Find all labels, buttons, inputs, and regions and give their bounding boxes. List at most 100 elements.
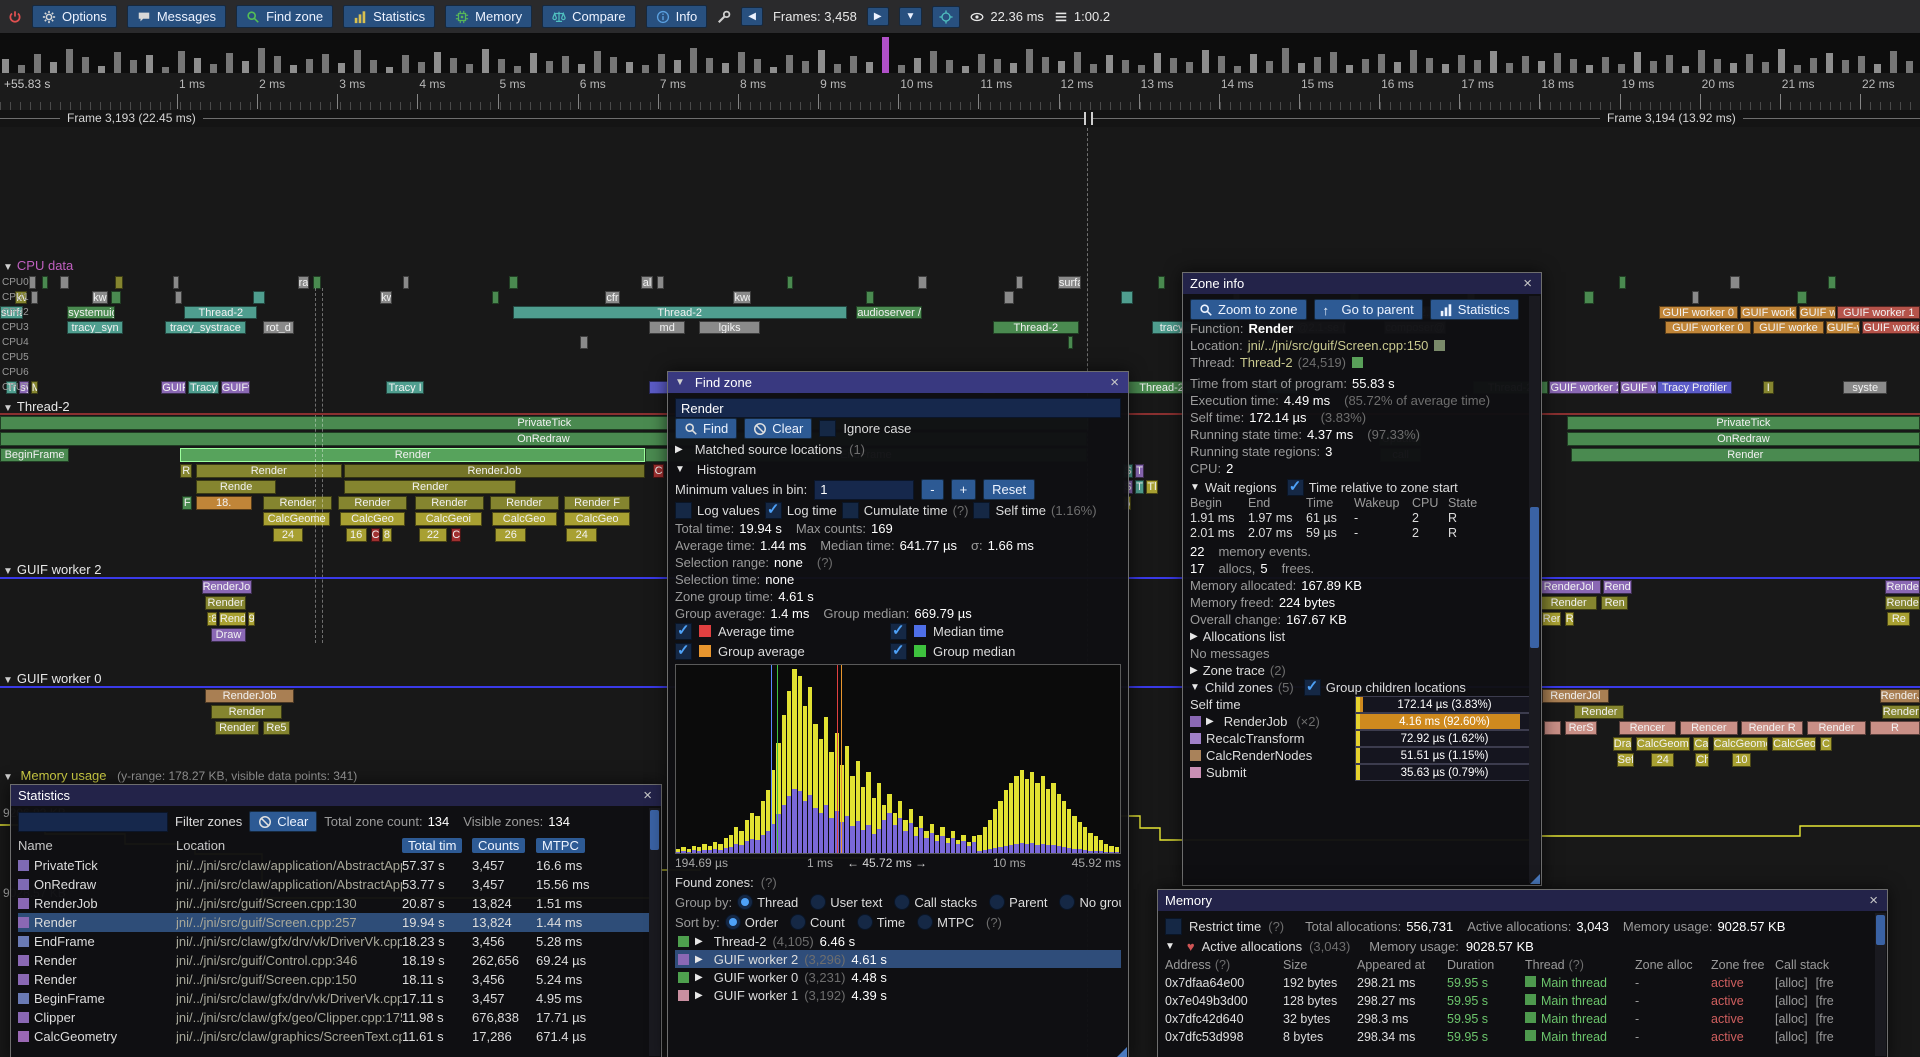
- close-icon[interactable]: ×: [1108, 375, 1121, 390]
- zone[interactable]: Render R: [1741, 721, 1802, 735]
- self-time-checkbox[interactable]: [973, 502, 990, 519]
- zone[interactable]: Render F: [564, 496, 629, 510]
- zone[interactable]: CalcGeo: [564, 512, 629, 526]
- cpu-data-header[interactable]: ▼CPU data: [3, 258, 73, 273]
- column-total-time[interactable]: Total tim: [402, 838, 472, 853]
- frame-bar[interactable]: [114, 52, 121, 73]
- cpu-segment[interactable]: Tracy Profiler: [1657, 381, 1732, 394]
- log-values-checkbox[interactable]: [675, 502, 692, 519]
- frame-bar[interactable]: [866, 62, 873, 73]
- frame-bar[interactable]: [834, 64, 841, 73]
- table-row[interactable]: Renderjni/../jni/src/guif/Control.cpp:34…: [18, 951, 654, 970]
- zone[interactable]: Render: [180, 448, 645, 462]
- zone[interactable]: Rer: [1542, 612, 1561, 626]
- cpu-segment[interactable]: [173, 276, 179, 289]
- frame-bar[interactable]: [1666, 55, 1673, 73]
- cpu-segment[interactable]: GUIF w: [1799, 306, 1835, 319]
- cpu-segment[interactable]: GUIF w: [1620, 381, 1656, 394]
- column-call-stack[interactable]: Call stack: [1775, 958, 1875, 972]
- goto-frame-button[interactable]: [932, 6, 960, 28]
- legend-checkbox[interactable]: [890, 623, 907, 640]
- thread-header[interactable]: ▼GUIF worker 0: [3, 671, 101, 686]
- cpu-segment[interactable]: [111, 291, 121, 304]
- cpu-segment[interactable]: [253, 291, 265, 304]
- cpu-segment[interactable]: [29, 276, 37, 289]
- statistics-titlebar[interactable]: Statistics ×: [11, 785, 661, 806]
- sort-by-option[interactable]: Count: [790, 914, 845, 930]
- frame-bar[interactable]: [898, 65, 905, 73]
- zone[interactable]: T: [1135, 464, 1145, 478]
- frame-bar[interactable]: [786, 55, 793, 73]
- resize-grip[interactable]: [1530, 874, 1540, 884]
- cpu-segment[interactable]: [1797, 291, 1807, 304]
- frame-bar[interactable]: [1890, 51, 1897, 73]
- cpu-segment[interactable]: kwor: [733, 291, 750, 304]
- close-icon[interactable]: ×: [1867, 893, 1880, 908]
- allocation-row[interactable]: 0x7dfc53d9988 bytes298.34 ms59.95 sMain …: [1165, 1028, 1880, 1046]
- frame-bar[interactable]: [1442, 64, 1449, 73]
- zone[interactable]: Render: [1571, 448, 1920, 462]
- frame-bar[interactable]: [1682, 66, 1689, 73]
- clear-filter-button[interactable]: Clear: [249, 811, 317, 832]
- frame-bar[interactable]: [1650, 61, 1657, 73]
- column-zone-alloc[interactable]: Zone alloc: [1635, 958, 1711, 972]
- frame-bar[interactable]: [482, 49, 489, 73]
- frame-bar[interactable]: [1794, 65, 1801, 73]
- cpu-segment[interactable]: audioserver /audio: [856, 306, 921, 319]
- frame-bar[interactable]: [1426, 58, 1433, 73]
- filter-zones-input[interactable]: [18, 812, 168, 832]
- cpu-segment[interactable]: [1692, 291, 1700, 304]
- frame-bar[interactable]: [722, 63, 729, 73]
- zone[interactable]: Ca: [1693, 737, 1708, 751]
- cpu-segment[interactable]: [918, 276, 928, 289]
- cpu-segment[interactable]: GUIF worker 1: [1837, 306, 1920, 319]
- relative-time-checkbox[interactable]: [1287, 479, 1304, 496]
- cpu-segment[interactable]: [657, 276, 665, 289]
- frame-bar[interactable]: [1074, 52, 1081, 73]
- cpu-segment[interactable]: tracy_syn: [67, 321, 123, 334]
- zone[interactable]: Render: [1882, 705, 1920, 719]
- zone[interactable]: 24: [1651, 753, 1674, 767]
- frame-bar[interactable]: [1842, 60, 1849, 73]
- frame-bar[interactable]: [1714, 59, 1721, 73]
- cpu-segment[interactable]: [866, 291, 874, 304]
- table-row[interactable]: PrivateTickjni/../jni/src/claw/applicati…: [18, 856, 654, 875]
- table-row[interactable]: RenderJobjni/../jni/src/guif/Screen.cpp:…: [18, 894, 654, 913]
- zone[interactable]: 24: [566, 528, 597, 542]
- thread-header[interactable]: ▼Thread-2: [3, 399, 70, 414]
- zone[interactable]: Sef: [1617, 753, 1634, 767]
- child-zone-row[interactable]: Submit35.63 µs (0.79%): [1190, 764, 1534, 781]
- cpu-segment[interactable]: tracy_systrace: [165, 321, 246, 334]
- zone[interactable]: Ren: [1601, 596, 1628, 610]
- zone[interactable]: Rencer: [1619, 721, 1677, 735]
- cpu-segment[interactable]: [1068, 336, 1074, 349]
- free-callstack-link[interactable]: [fre: [1816, 994, 1834, 1008]
- frame-bar[interactable]: [338, 63, 345, 73]
- cpu-segment[interactable]: [1619, 276, 1627, 289]
- function-name[interactable]: Render: [1248, 321, 1293, 336]
- cpu-segment[interactable]: [60, 276, 70, 289]
- cpu-segment[interactable]: cfr: [605, 291, 620, 304]
- frame-bar[interactable]: [1266, 61, 1273, 73]
- cpu-segment[interactable]: [492, 291, 500, 304]
- cpu-segment[interactable]: [1584, 291, 1594, 304]
- zone[interactable]: C: [451, 528, 461, 542]
- frame-bar[interactable]: [1874, 64, 1881, 73]
- cpu-segment[interactable]: ral: [298, 276, 310, 289]
- zone[interactable]: Dra: [1613, 737, 1632, 751]
- cpu-segment[interactable]: [1004, 291, 1014, 304]
- column-appeared-at[interactable]: Appeared at: [1357, 958, 1447, 972]
- collapse-icon[interactable]: ▼: [675, 377, 685, 388]
- histogram-toggle[interactable]: ▼ Histogram: [675, 459, 1121, 479]
- frame-bar[interactable]: [882, 37, 889, 73]
- log-time-checkbox[interactable]: [765, 502, 782, 519]
- zone[interactable]: RenderJob: [205, 689, 293, 703]
- frame-bar[interactable]: [1410, 50, 1417, 73]
- cpu-segment[interactable]: systemuig: [67, 306, 115, 319]
- frame-bar[interactable]: [498, 59, 505, 73]
- zone[interactable]: PrivateTick: [1567, 416, 1920, 430]
- zone[interactable]: F: [182, 496, 192, 510]
- zone[interactable]: Re: [1887, 612, 1910, 626]
- frame-bar[interactable]: [1458, 55, 1465, 73]
- frame-bar[interactable]: [370, 60, 377, 73]
